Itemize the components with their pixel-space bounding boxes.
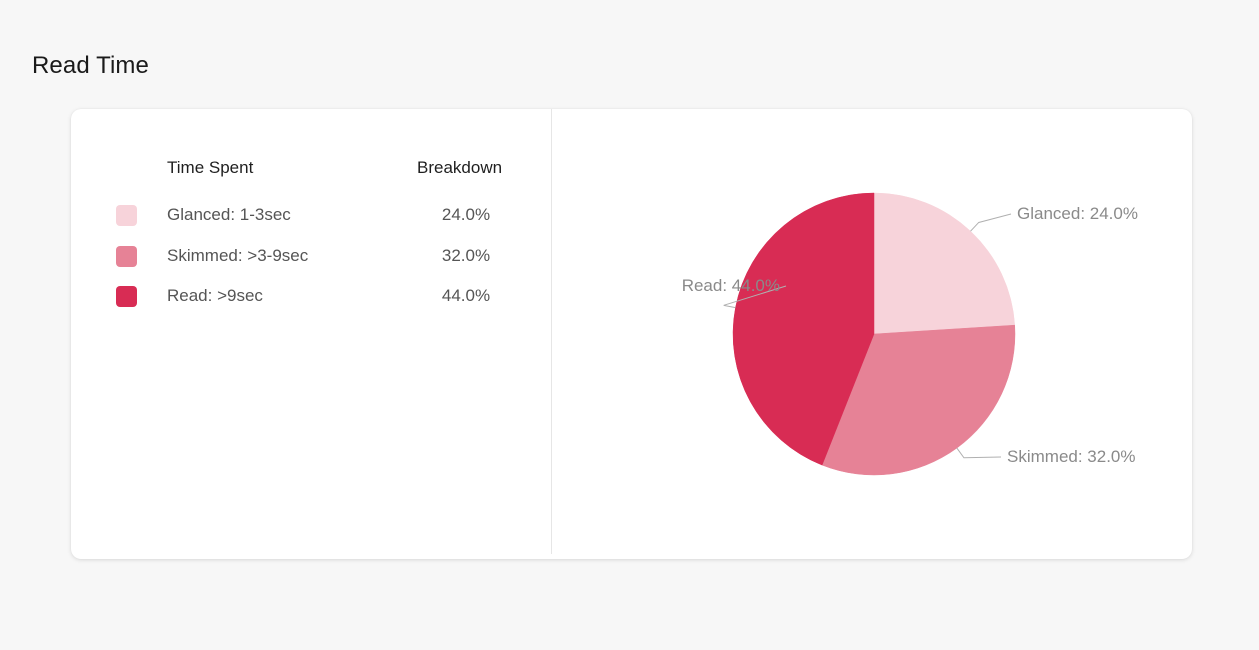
pie-label-glanced: Glanced: 24.0% [1017, 204, 1138, 223]
swatch-read [116, 286, 137, 307]
row-value-skimmed: 32.0% [441, 246, 491, 265]
row-value-glanced: 24.0% [441, 205, 491, 224]
page-title: Read Time [32, 52, 149, 79]
pie-chart: Glanced: 24.0% Skimmed: 32.0% Read: 44.0% [682, 192, 1138, 476]
swatch-skimmed [116, 246, 137, 267]
swatch-glanced [116, 205, 137, 226]
leader-line-glanced [970, 213, 1012, 232]
pie-label-skimmed: Skimmed: 32.0% [1007, 447, 1136, 466]
time-spent-header: Time Spent [167, 158, 254, 177]
breakdown-header: Breakdown [417, 158, 503, 177]
row-label-glanced: Glanced: 1-3sec [167, 205, 291, 224]
table-row-read: Read: >9sec 44.0% [71, 284, 551, 308]
card-divider [551, 109, 552, 554]
leader-line-skimmed [956, 447, 1002, 459]
breakdown-table: Time Spent Breakdown Glanced: 1-3sec 24.… [71, 109, 551, 559]
row-value-read: 44.0% [441, 286, 491, 305]
pie-chart-area: Glanced: 24.0% Skimmed: 32.0% Read: 44.0% [552, 109, 1192, 559]
table-row-skimmed: Skimmed: >3-9sec 32.0% [71, 244, 551, 268]
row-label-read: Read: >9sec [167, 286, 263, 305]
read-time-card: Time Spent Breakdown Glanced: 1-3sec 24.… [71, 109, 1192, 559]
leader-line-read [723, 285, 787, 309]
pie-slice-skimmed[interactable] [821, 324, 1016, 476]
pie-label-read: Read: 44.0% [682, 276, 780, 295]
pie-slice-glanced[interactable] [873, 192, 1015, 335]
pie-slice-read[interactable] [732, 192, 875, 466]
row-label-skimmed: Skimmed: >3-9sec [167, 246, 309, 265]
table-row-glanced: Glanced: 1-3sec 24.0% [71, 203, 551, 227]
